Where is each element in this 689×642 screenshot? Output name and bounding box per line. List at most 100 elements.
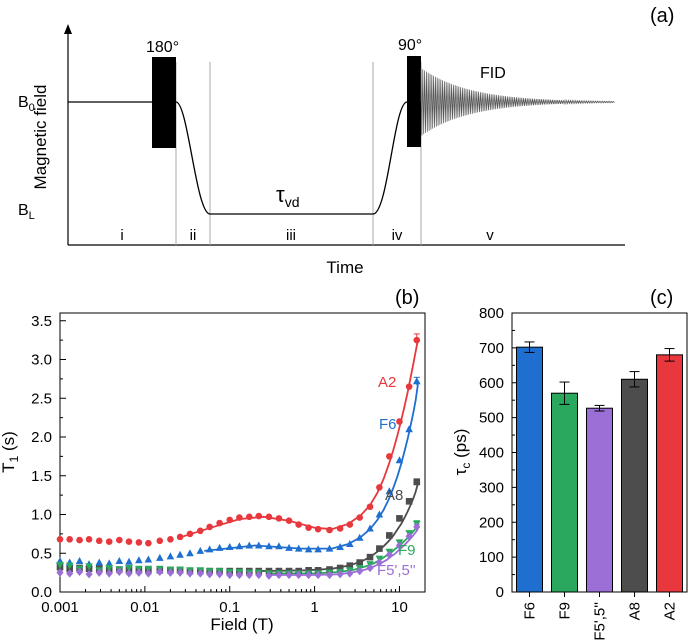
y-tick-label: 2.5 — [31, 390, 52, 407]
fit-curve — [178, 339, 419, 539]
data-point — [346, 521, 354, 528]
data-point — [295, 521, 303, 528]
bar-category-label: A8 — [627, 602, 644, 620]
series-label-a8: A8 — [385, 487, 403, 504]
y-tick-label: 3.0 — [31, 352, 52, 369]
data-point — [166, 552, 175, 560]
data-point — [125, 538, 133, 545]
y-tick-label: 200 — [479, 514, 504, 531]
panel-b-ticks: 0.0 0.5 1.0 1.5 2.0 2.5 3.0 3.5 0.001 0.01 0.1 1 10 — [31, 313, 426, 616]
bar-category-label: F9 — [557, 602, 574, 620]
data-point — [405, 425, 413, 433]
data-point — [186, 549, 194, 557]
bar — [656, 354, 683, 593]
field-cycle-curve — [68, 101, 408, 215]
data-point — [156, 567, 164, 577]
data-point — [265, 571, 273, 580]
panel-b-t1-dispersion: (b) 0.0 0.5 1.0 1.5 2.0 2.5 3.0 3.5 0.001 0.01 0.1… — [0, 287, 426, 634]
data-point — [176, 550, 184, 558]
data-point — [226, 570, 234, 580]
data-point — [144, 569, 152, 578]
phase-label: v — [486, 227, 494, 244]
data-point — [56, 561, 64, 569]
data-point — [336, 564, 344, 572]
data-point — [294, 544, 303, 552]
phase-label: iii — [286, 227, 296, 244]
data-point — [186, 530, 194, 538]
data-point — [255, 570, 263, 580]
data-point — [144, 555, 153, 563]
data-point — [314, 545, 322, 553]
panel-c-label: (c) — [650, 287, 673, 309]
data-point — [275, 542, 283, 550]
data-point — [245, 513, 253, 521]
series-label-a2: A2 — [378, 374, 396, 391]
data-point — [375, 510, 384, 518]
data-point — [395, 541, 404, 550]
y-tick-label: 1.0 — [31, 507, 52, 524]
data-point — [176, 568, 184, 577]
data-point — [225, 543, 234, 551]
data-point — [366, 524, 374, 532]
bar-category-label: F5',5'' — [592, 602, 609, 641]
data-point — [66, 569, 74, 578]
panel-b-xlabel: Field (T) — [210, 615, 273, 634]
data-point — [156, 553, 164, 561]
data-point — [215, 543, 224, 551]
data-point — [336, 543, 344, 551]
data-point — [226, 516, 234, 524]
data-point — [325, 544, 334, 552]
phase-separators — [175, 62, 422, 245]
data-point — [105, 564, 114, 572]
data-point — [167, 536, 174, 543]
x-tick-label: 0.001 — [41, 599, 79, 616]
data-point — [125, 557, 133, 565]
y-tick-label: 0.0 — [31, 584, 52, 601]
data-point — [275, 515, 283, 522]
y-tick-label: 500 — [479, 410, 504, 427]
data-point — [395, 456, 404, 464]
data-point — [366, 503, 374, 511]
data-point — [255, 512, 263, 520]
data-point — [346, 539, 354, 547]
data-point — [366, 563, 374, 573]
data-point — [235, 570, 243, 580]
data-point — [115, 557, 124, 564]
data-point — [314, 570, 322, 580]
data-point — [216, 569, 224, 579]
data-point — [76, 536, 83, 544]
x-tick-label: 0.01 — [130, 599, 159, 616]
data-point — [206, 569, 214, 579]
data-point — [386, 532, 393, 539]
data-point — [235, 542, 244, 550]
panel-c-ylabel: τc (ps) — [451, 429, 473, 476]
series-label-f9: F9 — [398, 542, 416, 559]
data-point — [176, 533, 184, 541]
data-point — [85, 563, 93, 571]
y-tick-label: 0.5 — [31, 545, 52, 562]
y-tick-label: 0 — [496, 584, 504, 601]
data-point — [356, 514, 363, 521]
data-point — [386, 453, 393, 460]
data-point — [396, 515, 403, 522]
data-point — [314, 525, 322, 533]
data-point — [385, 487, 394, 495]
data-point — [265, 542, 273, 550]
bar-category-label: F6 — [522, 602, 539, 620]
data-point — [135, 568, 143, 577]
y-tick-label: 700 — [479, 340, 504, 357]
data-point — [85, 536, 93, 543]
phase-label: iv — [392, 227, 403, 244]
data-point — [405, 383, 413, 390]
data-point — [376, 545, 383, 552]
bar — [586, 407, 613, 593]
data-point — [65, 562, 74, 570]
data-point — [376, 484, 383, 491]
b0-label: B0 — [18, 94, 35, 114]
bl-label: BL — [18, 202, 35, 222]
data-point — [85, 569, 93, 579]
data-point — [206, 523, 213, 531]
data-point — [285, 543, 293, 551]
x-tick-label: 10 — [391, 599, 408, 616]
data-point — [125, 569, 133, 578]
